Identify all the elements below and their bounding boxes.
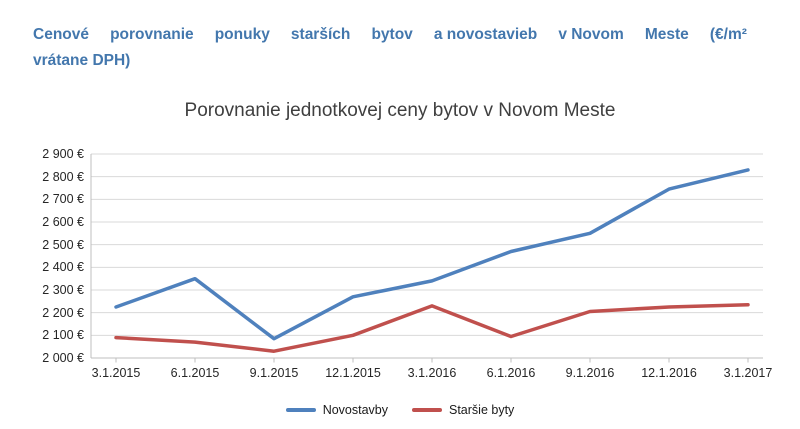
header-title-word: starších: [290, 26, 351, 43]
header-title-word: bytov: [371, 26, 413, 43]
novostavby-line: [114, 168, 750, 341]
header-title-line1: Cenové porovnanie ponuky starších bytov a nov…: [33, 22, 747, 48]
slide-header-title: Cenové porovnanie ponuky starších bytov a nov…: [33, 22, 747, 74]
star-ie-byty-line: [114, 302, 750, 353]
legend-item-novostavby: Novostavby: [285, 403, 388, 417]
header-title-word: v Novom: [558, 26, 624, 43]
chart-title: Porovnanie jednotkovej ceny bytov v Novo…: [184, 100, 616, 121]
novostavby-line-swatch-icon: [285, 408, 316, 412]
header-title-word: Meste: [644, 26, 689, 43]
header-title-word: a novostavieb: [433, 26, 538, 43]
legend-label-novostavby: Novostavby: [322, 403, 388, 417]
legend-label-starsie-byty: Staršie byty: [449, 403, 515, 417]
header-title-word: (€/m²: [709, 26, 747, 43]
starsie-byty-line-swatch-icon: [412, 408, 442, 412]
header-title-word: Cenové: [33, 26, 89, 43]
header-title-word: ponuky: [214, 26, 270, 43]
chart-legend: Novostavby Staršie byty: [0, 403, 800, 417]
header-title-word: porovnanie: [110, 26, 194, 43]
header-title-line2: vrátane DPH): [33, 52, 131, 69]
legend-item-starsie-byty: Staršie byty: [412, 403, 514, 417]
